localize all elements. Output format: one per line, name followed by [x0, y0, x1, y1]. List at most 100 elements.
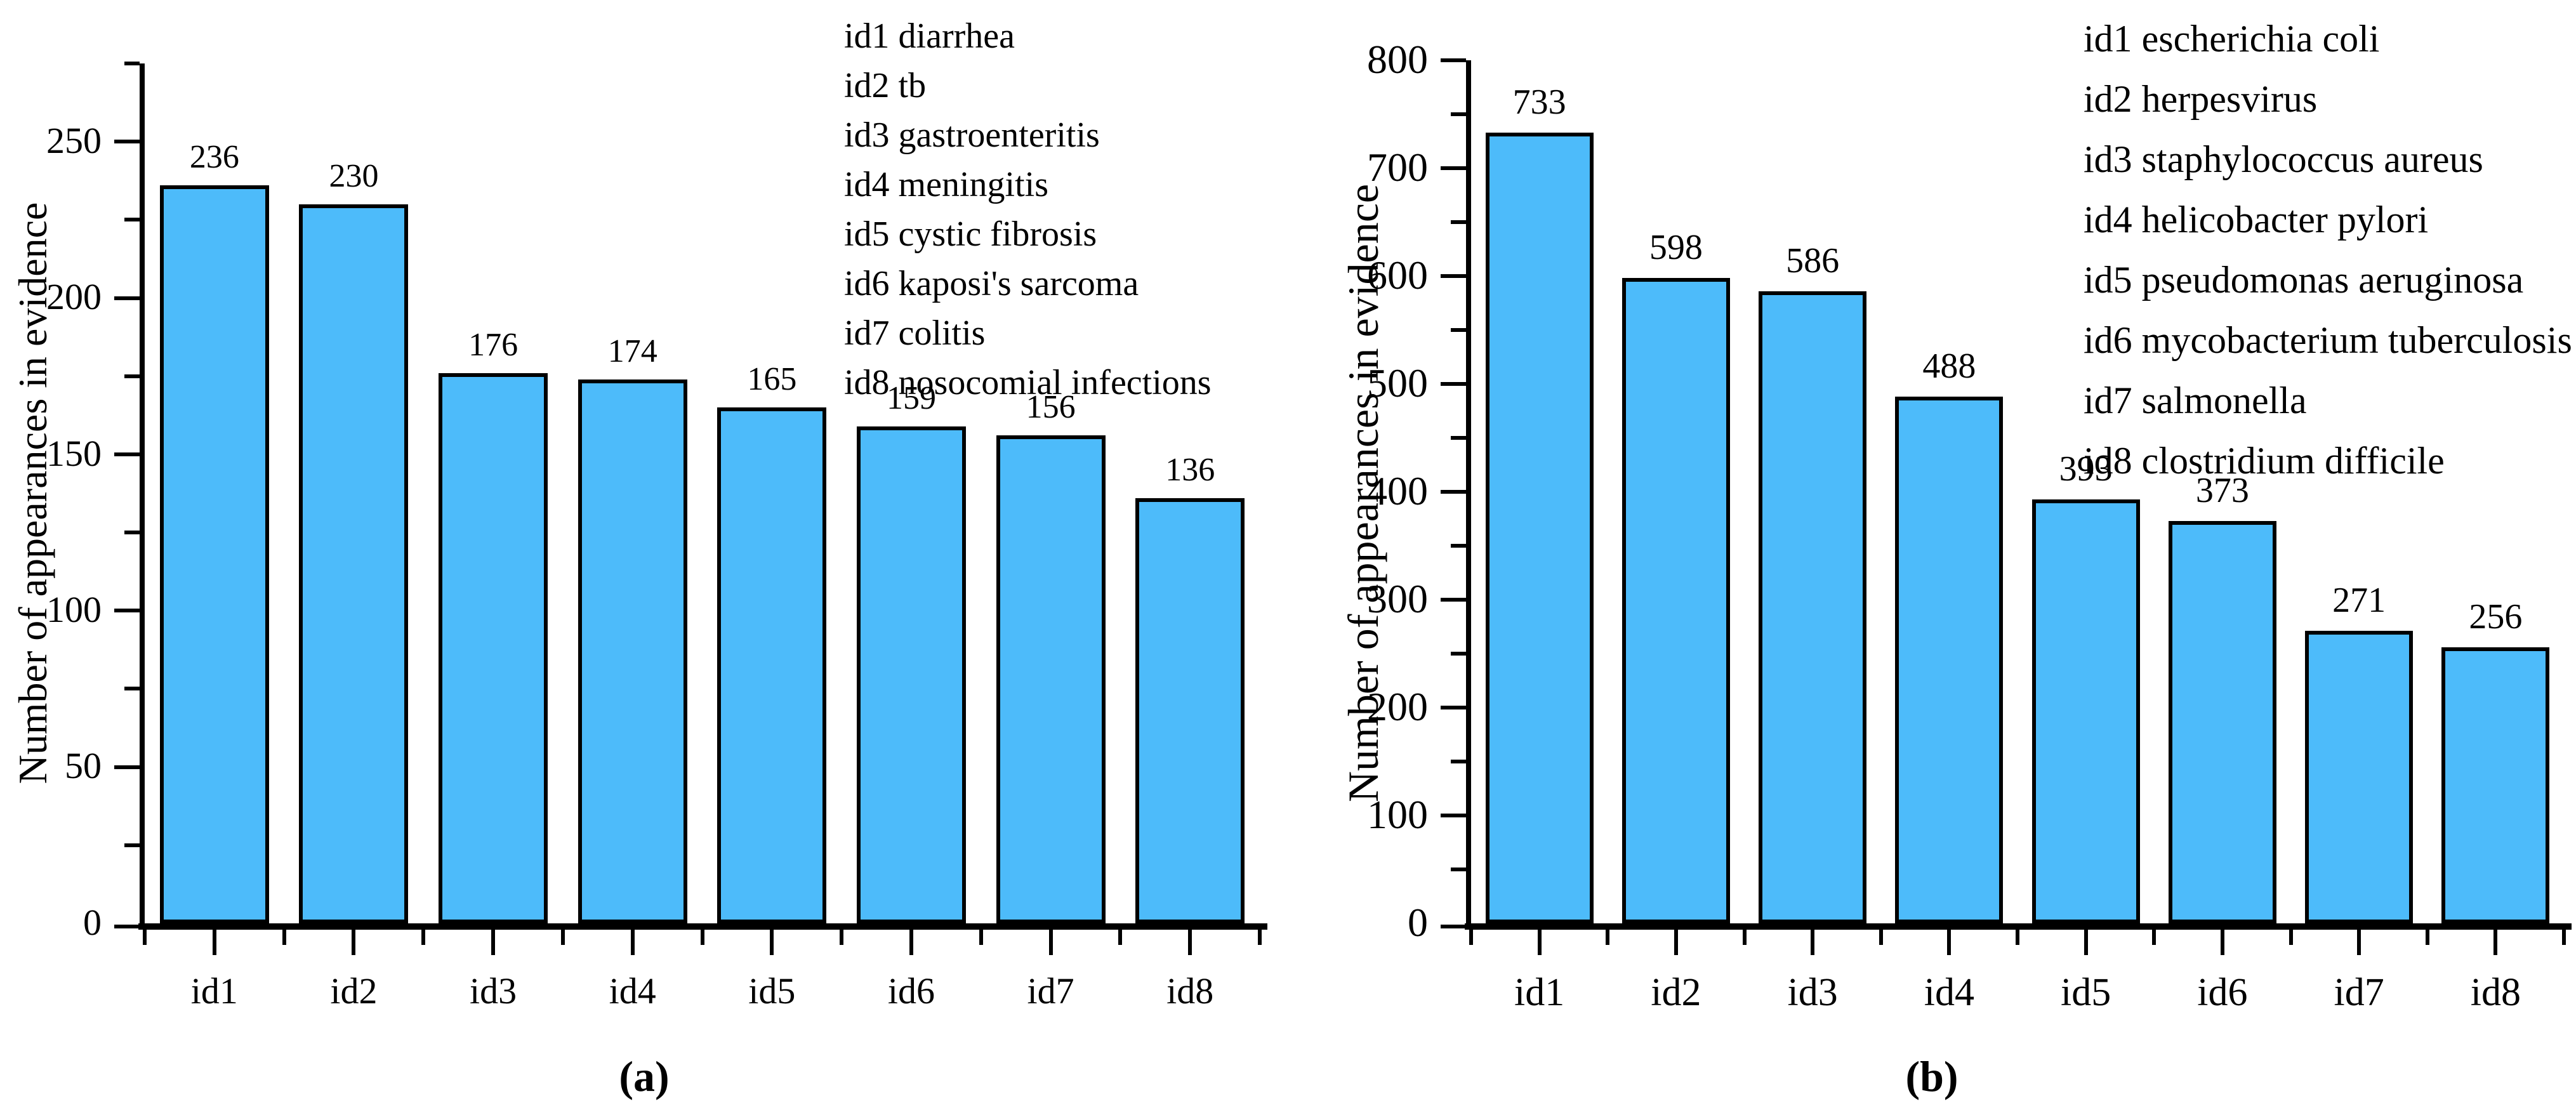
x-minor-tick: [979, 930, 983, 945]
legend-item: id1 diarrhea: [844, 16, 1015, 56]
y-minor-tick: [124, 843, 140, 847]
y-axis-spine: [140, 63, 145, 930]
y-tick-label: 600: [1367, 252, 1428, 298]
y-axis-spine: [1466, 60, 1471, 930]
x-major-tick: [212, 930, 216, 955]
x-minor-tick: [1118, 930, 1123, 945]
bar: [1135, 498, 1245, 923]
x-major-tick: [770, 930, 774, 955]
bar: [1622, 278, 1730, 923]
y-minor-tick: [124, 62, 140, 65]
bar: [578, 379, 687, 923]
x-category-label: id7: [2334, 971, 2384, 1014]
legend-item: id2 tb: [844, 66, 927, 105]
legend: id1 diarrhea id2 tb id3 gastroenteritis id4…: [844, 11, 1212, 407]
y-tick-label: 250: [46, 120, 102, 162]
bar: [1895, 397, 2004, 923]
bar-value-label: 586: [1786, 241, 1840, 280]
y-major-tick: [1441, 706, 1466, 709]
x-minor-tick: [2562, 930, 2566, 945]
x-category-label: id7: [1027, 970, 1074, 1012]
bar: [996, 435, 1106, 923]
x-category-label: id8: [2470, 971, 2521, 1014]
x-axis-spine: [138, 923, 1267, 930]
x-minor-tick: [2152, 930, 2157, 945]
y-major-tick: [114, 609, 140, 613]
x-major-tick: [1811, 930, 1815, 955]
y-major-tick: [1441, 598, 1466, 602]
bar-value-label: 393: [2059, 449, 2113, 489]
y-major-tick: [1441, 58, 1466, 62]
x-category-label: id3: [1787, 971, 1838, 1014]
panel-caption-b: (b): [1905, 1052, 1958, 1100]
bar-value-label: 165: [747, 361, 797, 397]
y-minor-tick: [1451, 652, 1466, 656]
y-tick-label: 400: [1367, 468, 1428, 513]
x-major-tick: [2220, 930, 2224, 955]
x-minor-tick: [2289, 930, 2293, 945]
x-major-tick: [2357, 930, 2361, 955]
bar: [717, 407, 827, 923]
bar-value-label: 156: [1026, 389, 1076, 426]
bar: [439, 373, 548, 923]
x-minor-tick: [1469, 930, 1473, 945]
y-tick-label: 500: [1367, 360, 1428, 406]
bar-value-label: 373: [2195, 470, 2249, 510]
x-category-label: id1: [1514, 971, 1565, 1014]
bar-value-label: 176: [468, 326, 519, 363]
x-category-label: id4: [1924, 971, 1974, 1014]
y-minor-tick: [1451, 328, 1466, 332]
y-major-tick: [1441, 925, 1466, 928]
legend-item: id3 gastroenteritis: [844, 115, 1100, 155]
x-minor-tick: [1742, 930, 1747, 945]
y-major-tick: [1441, 166, 1466, 170]
y-minor-tick: [124, 374, 140, 378]
y-axis-title: Number of appearances in evidence: [1339, 183, 1387, 803]
legend-item: id8 nosocomial infections: [844, 363, 1212, 402]
y-tick-label: 150: [46, 432, 102, 474]
y-major-tick: [114, 296, 140, 300]
legend-item: id7 salmonella: [2084, 379, 2307, 421]
bar: [2168, 520, 2276, 923]
x-category-label: id2: [330, 970, 378, 1012]
bar-value-label: 488: [1922, 346, 1976, 386]
y-minor-tick: [124, 531, 140, 535]
legend-item: id5 cystic fibrosis: [844, 214, 1097, 254]
y-tick-label: 200: [1367, 683, 1428, 729]
legend-item: id6 mycobacterium tuberculosis: [2084, 319, 2572, 361]
y-major-tick: [114, 765, 140, 769]
x-major-tick: [352, 930, 356, 955]
x-major-tick: [909, 930, 913, 955]
bar-value-label: 174: [607, 333, 657, 369]
y-major-tick: [1441, 274, 1466, 278]
y-axis-title: Number of appearances in evidence: [10, 202, 55, 784]
y-major-tick: [1441, 814, 1466, 817]
legend-item: id8 clostridium difficile: [2084, 440, 2445, 482]
x-category-label: id8: [1166, 970, 1214, 1012]
y-tick-label: 0: [83, 901, 102, 943]
x-minor-tick: [143, 930, 147, 945]
y-minor-tick: [1451, 436, 1466, 440]
x-minor-tick: [840, 930, 844, 945]
y-minor-tick: [1451, 220, 1466, 224]
legend-item: id3 staphylococcus aureus: [2084, 138, 2483, 180]
bar: [159, 185, 269, 923]
y-minor-tick: [124, 218, 140, 222]
x-major-tick: [1188, 930, 1192, 955]
bar-value-label: 256: [2469, 597, 2523, 637]
y-major-tick: [114, 452, 140, 456]
y-tick-label: 800: [1367, 36, 1428, 82]
bar: [1759, 291, 1867, 923]
bar: [299, 204, 409, 923]
x-minor-tick: [2425, 930, 2429, 945]
bar-value-label: 271: [2332, 581, 2386, 621]
bar-value-label: 598: [1649, 228, 1703, 268]
y-minor-tick: [1451, 868, 1466, 871]
y-tick-label: 0: [1408, 899, 1428, 945]
y-tick-label: 700: [1367, 144, 1428, 190]
bar: [1485, 132, 1594, 923]
y-major-tick: [1441, 490, 1466, 494]
y-tick-label: 300: [1367, 576, 1428, 621]
